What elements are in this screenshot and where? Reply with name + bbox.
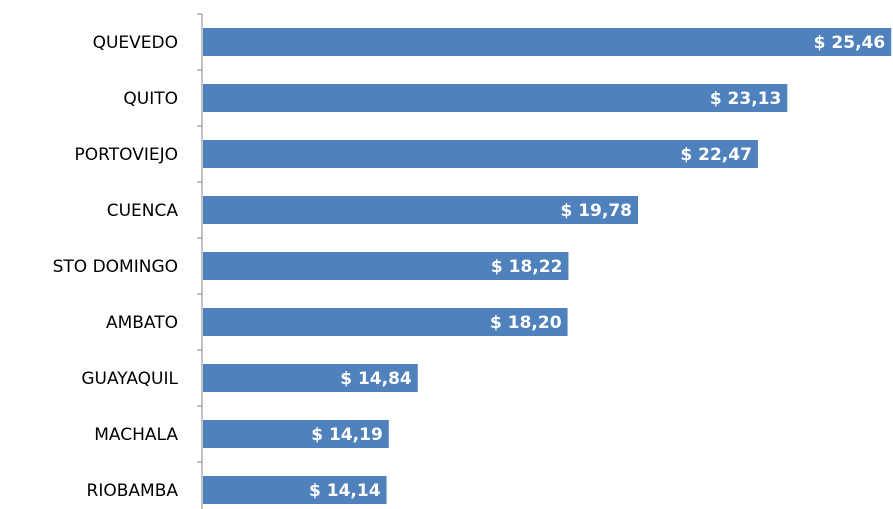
value-label: $ 22,47 xyxy=(680,145,752,165)
bar xyxy=(203,140,758,168)
category-label: MACHALA xyxy=(94,425,178,445)
bar xyxy=(203,364,418,392)
value-label: $ 23,13 xyxy=(710,89,782,109)
value-label: $ 18,22 xyxy=(491,257,563,277)
bar xyxy=(203,84,788,112)
bar xyxy=(203,476,387,504)
bar xyxy=(203,196,638,224)
value-label: $ 19,78 xyxy=(560,201,632,221)
value-label: $ 18,20 xyxy=(490,313,562,333)
bar xyxy=(203,252,569,280)
category-label: QUITO xyxy=(123,89,178,109)
category-label: QUEVEDO xyxy=(93,33,178,53)
bar xyxy=(203,28,892,56)
category-label: PORTOVIEJO xyxy=(75,145,178,165)
value-label: $ 14,84 xyxy=(340,369,412,389)
bar xyxy=(203,308,568,336)
value-label: $ 14,14 xyxy=(309,481,381,501)
category-label: AMBATO xyxy=(106,313,178,333)
value-label: $ 25,46 xyxy=(814,33,886,53)
category-label: RIOBAMBA xyxy=(87,481,179,501)
category-label: GUAYAQUIL xyxy=(81,369,178,389)
category-label: STO DOMINGO xyxy=(53,257,178,277)
category-label: CUENCA xyxy=(107,201,179,221)
bar xyxy=(203,420,389,448)
value-label: $ 14,19 xyxy=(311,425,383,445)
